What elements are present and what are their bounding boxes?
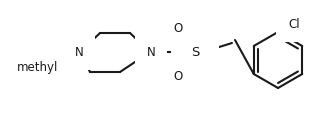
Text: S: S	[191, 45, 199, 58]
Text: O: O	[173, 70, 183, 83]
Text: methyl: methyl	[17, 61, 58, 74]
Text: N: N	[75, 45, 83, 58]
Text: Cl: Cl	[288, 18, 300, 30]
Text: N: N	[147, 45, 156, 58]
Text: O: O	[173, 22, 183, 35]
